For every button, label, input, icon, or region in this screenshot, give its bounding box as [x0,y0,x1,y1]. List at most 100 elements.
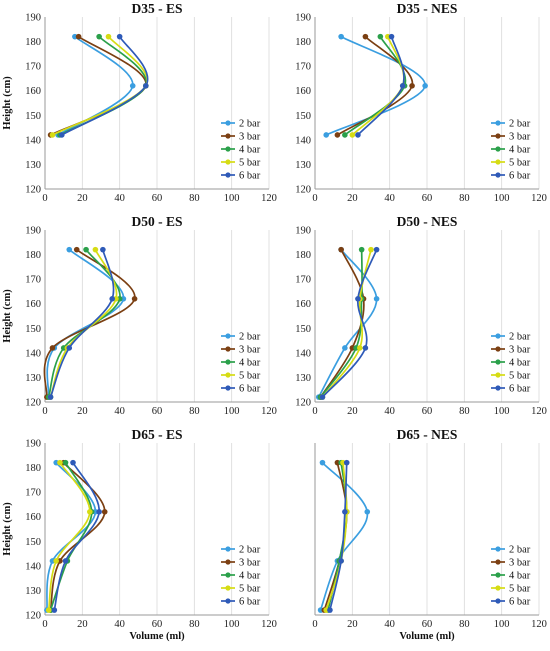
y-tick-label: 140 [25,348,41,359]
legend-marker [225,346,231,352]
legend-label: 3 bar [239,132,261,143]
data-point [362,345,369,351]
data-point [349,132,356,138]
x-tick-label: 100 [494,406,510,417]
chart-panel: D35 - NES 0 20 40 60 80 100 120 120 130 140 150 160 1… [295,1,547,204]
y-tick-label: 140 [25,561,41,572]
legend-label: 6 bar [509,597,531,608]
data-point [355,296,361,302]
chart-title: D35 - ES [131,1,182,16]
y-tick-label: 160 [25,299,41,310]
data-point [75,33,82,40]
legend-marker [225,172,231,178]
legend-marker [495,572,501,578]
x-tick-label: 40 [384,193,395,204]
x-tick-label: 40 [384,619,395,630]
data-point [87,509,93,515]
data-point [358,246,365,253]
series-line [351,36,405,136]
data-point [62,558,69,564]
data-point [342,345,348,351]
x-tick-label: 120 [261,193,277,204]
series-line [57,35,134,136]
legend-label: 5 bar [239,584,261,595]
x-tick-label: 100 [224,619,240,630]
y-tick-label: 150 [295,324,311,335]
series-line [49,249,118,398]
data-point [343,459,350,466]
y-tick-label: 190 [25,226,41,237]
legend-label: 6 bar [509,171,531,182]
legend-label: 2 bar [509,545,531,556]
legend-marker [225,333,231,339]
legend-label: 5 bar [509,584,531,595]
y-tick-label: 130 [25,586,41,597]
data-point [362,33,369,40]
data-point [49,345,56,351]
legend-marker [225,133,231,139]
data-point [105,33,112,40]
x-tick-label: 100 [494,193,510,204]
series-line [47,249,121,398]
data-point [409,83,415,89]
legend-label: 2 bar [239,332,261,343]
legend-marker [495,346,501,352]
data-point [399,83,406,89]
y-tick-label: 180 [295,250,311,261]
y-tick-label: 190 [295,13,311,24]
legend-label: 5 bar [509,158,531,169]
legend-label: 2 bar [239,545,261,556]
legend-marker [495,333,501,339]
x-tick-label: 60 [422,619,433,630]
legend-label: 3 bar [509,132,531,143]
legend-marker [225,372,231,378]
data-point [342,132,348,138]
legend-marker [225,359,231,365]
x-tick-label: 20 [77,619,88,630]
data-point [51,607,58,613]
x-tick-label: 120 [531,193,547,204]
series-line [53,462,100,611]
x-tick-label: 80 [189,619,200,630]
data-point [368,246,374,253]
data-point [47,394,54,400]
y-tick-label: 140 [25,135,41,146]
legend-marker [495,559,501,565]
legend-label: 3 bar [239,345,261,356]
x-tick-label: 40 [114,406,125,417]
x-tick-label: 0 [312,406,317,417]
data-point [96,33,102,40]
x-tick-label: 40 [114,193,125,204]
legend-marker [225,559,231,565]
data-point [109,296,115,302]
legend-marker [225,572,231,578]
legend-marker [225,146,231,152]
y-tick-label: 140 [295,135,311,146]
y-tick-label: 130 [25,160,41,171]
x-tick-label: 120 [531,619,547,630]
legend-label: 2 bar [239,119,261,130]
y-tick-label: 150 [25,111,41,122]
data-point [116,33,123,40]
x-tick-label: 60 [422,193,433,204]
y-tick-label: 190 [295,226,311,237]
legend-marker [495,120,501,126]
chart-title: D50 - NES [397,214,458,229]
legend-label: 6 bar [239,171,261,182]
chart-title: D65 - NES [397,427,458,442]
legend-label: 5 bar [509,371,531,382]
data-point [338,558,344,564]
chart-title: D50 - ES [131,214,182,229]
chart-panel: D35 - ES 0 20 40 60 80 100 120 120 130 140 150 160 17… [2,1,277,204]
x-axis-label: Volume (ml) [129,631,185,642]
legend-label: 3 bar [509,345,531,356]
data-point [422,83,428,89]
legend-marker [495,146,501,152]
chart-panel: D50 - NES 0 20 40 60 80 100 120 120 130 140 150 160 1… [295,214,547,417]
y-tick-label: 170 [25,275,41,286]
legend-label: 5 bar [239,371,261,382]
x-tick-label: 40 [114,619,125,630]
legend-marker [495,172,501,178]
data-point [373,246,380,253]
